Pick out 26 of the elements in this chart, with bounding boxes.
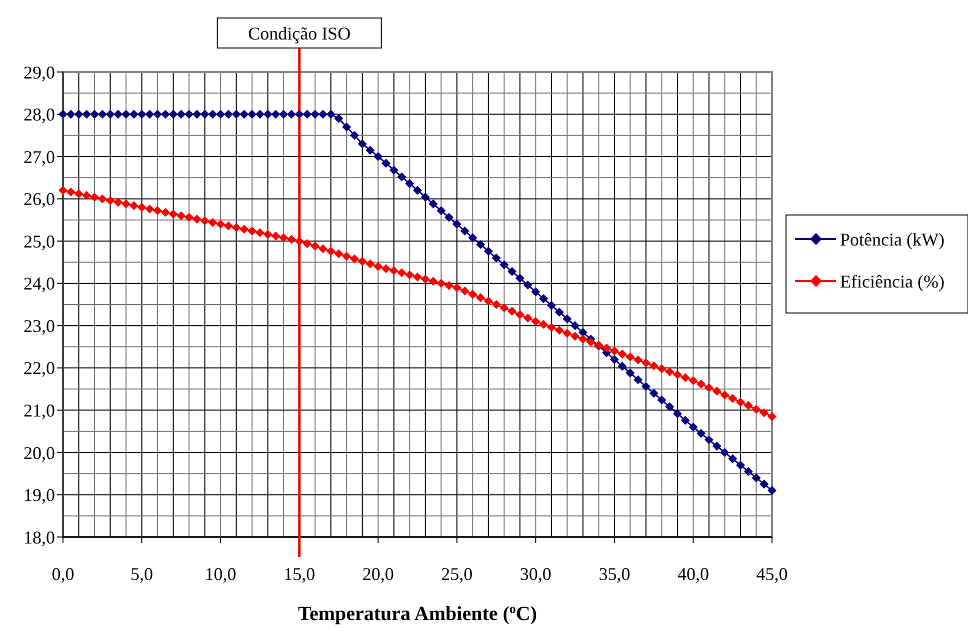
legend-label: Potência (kW)	[840, 229, 944, 250]
y-tick-label: 23,0	[24, 316, 55, 336]
x-tick-label: 0,0	[52, 564, 74, 584]
x-tick-label: 30,0	[520, 564, 552, 584]
x-tick-label: 35,0	[598, 564, 630, 584]
y-tick-label: 27,0	[24, 146, 55, 167]
x-tick-label: 20,0	[362, 564, 394, 584]
x-tick-label: 40,0	[677, 564, 709, 584]
x-axis-title: Temperatura Ambiente ($^{o}$C)	[298, 600, 538, 625]
y-tick-label: 24,0	[24, 274, 55, 294]
y-tick-label: 20,0	[24, 442, 55, 463]
y-tick-label: 26,0	[24, 189, 55, 210]
x-tick-label: 25,0	[441, 564, 473, 584]
ref-line-label: Condição ISO	[248, 23, 351, 44]
y-tick-label: 18,0	[24, 527, 55, 548]
y-tick-label: 19,0	[24, 485, 55, 506]
y-tick-label: 28,0	[24, 104, 55, 125]
y-tick-label: 25,0	[24, 231, 55, 252]
x-tick-label: 15,0	[284, 564, 316, 584]
y-tick-label: 21,0	[24, 400, 55, 420]
x-tick-label: 45,0	[756, 564, 788, 584]
legend-label: Eficiência (%)	[840, 271, 944, 292]
x-tick-label: 10,0	[204, 564, 236, 584]
x-tick-label: 5,0	[130, 564, 154, 584]
y-tick-label: 22,0	[24, 358, 55, 378]
y-tick-label: 29,0	[24, 62, 55, 82]
